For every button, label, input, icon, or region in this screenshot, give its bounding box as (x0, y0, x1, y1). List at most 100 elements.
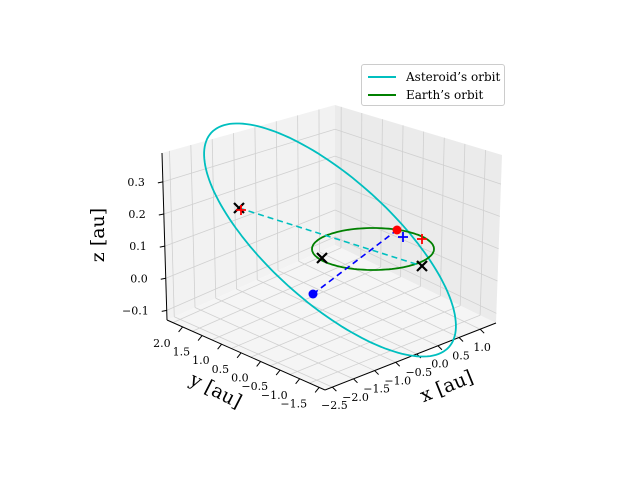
floor-pane (167, 245, 496, 390)
grid-line-y-floor (309, 314, 481, 384)
grid-line-x-floor (174, 316, 333, 388)
orbit-curves (203, 122, 457, 358)
grid-line-x-floor (319, 251, 481, 330)
grid-line-z-left (165, 209, 336, 279)
grid-line-x-floor (236, 288, 396, 363)
grid-line-x-wall (169, 150, 175, 317)
grid-line-x-floor (298, 260, 460, 338)
legend: Asteroid’s orbit Earth’s orbit (361, 64, 505, 106)
grid-line-y-floor (211, 266, 381, 341)
node-line-dashed (238, 207, 423, 267)
x-tick-label: −0.5 (405, 366, 432, 379)
y-tick-mark (275, 369, 281, 376)
axis-ticks: −0.10.00.10.20.3−1.5−1.0−0.50.00.51.01.5… (122, 176, 491, 412)
x-tick-label: −2.5 (321, 399, 348, 412)
z-tick-label: −0.1 (122, 304, 149, 317)
node-x-marker (416, 260, 428, 272)
node-plus-marker (236, 205, 246, 215)
y-tick-label: 2.0 (153, 337, 171, 350)
z-axis-label: z [au] (87, 208, 109, 262)
z-tick-mark (157, 181, 163, 184)
grid-line-x-floor (194, 307, 354, 380)
y-tick-mark (256, 361, 262, 367)
z-tick-mark (159, 245, 165, 248)
z-tick-mark (158, 213, 164, 216)
x-tick-label: 1.0 (473, 341, 491, 354)
x-tick-label: −1.0 (384, 374, 411, 387)
grid-line-y-floor (289, 305, 461, 375)
earth-plus-marker (417, 234, 427, 244)
grid-line-z-right (334, 236, 497, 314)
y-tick-mark (197, 335, 203, 341)
y-tick-label: −0.5 (241, 380, 268, 393)
grid-line-z-right (334, 128, 502, 185)
x-tick-mark (353, 378, 358, 384)
back-left-pane (162, 105, 335, 320)
y-axis-line (166, 319, 326, 391)
grid-line-y-wall (479, 150, 486, 316)
x-tick-mark (437, 345, 443, 351)
y-tick-label: 1.0 (192, 354, 210, 367)
grid-line-z-right (334, 209, 498, 282)
x-tick-label: 0.5 (452, 349, 470, 362)
y-tick-label: −1.0 (261, 389, 288, 402)
y-tick-label: 0.5 (212, 363, 230, 376)
y-tick-mark (178, 326, 183, 333)
earth-position-dot (392, 225, 402, 235)
z-tick-mark (160, 277, 166, 280)
grid-line-y-wall (420, 131, 425, 287)
earth-orbit-line (311, 227, 435, 271)
grid-line-y-floor (231, 276, 401, 349)
y-tick-mark (314, 387, 320, 393)
x-tick-mark (395, 361, 401, 367)
grid-line-z-left (163, 155, 336, 215)
x-tick-mark (479, 328, 485, 334)
legend-swatch-asteroid (368, 76, 396, 78)
z-axis-line (161, 152, 168, 321)
grid-line-x-floor (277, 270, 439, 347)
y-tick-mark (295, 378, 301, 385)
legend-swatch-earth (368, 94, 396, 96)
grid-line-z-left (166, 236, 336, 311)
node-x-marker (233, 202, 245, 214)
z-tick-label: 0.0 (130, 272, 148, 285)
grid-line-x-wall (275, 121, 279, 271)
legend-item-asteroid: Asteroid’s orbit (368, 68, 500, 86)
grid-line-y-wall (439, 137, 445, 297)
grid-line-x-wall (211, 139, 217, 299)
x-tick-mark (374, 370, 379, 375)
z-tick-label: 0.1 (129, 240, 147, 253)
back-right-pane (335, 105, 502, 323)
grid-line-x-floor (257, 279, 418, 355)
grid-line-y-wall (400, 125, 404, 277)
z-tick-label: 0.2 (128, 208, 146, 221)
node-x-marker (316, 252, 328, 264)
grid-line-y-floor (172, 247, 342, 323)
grid-line-y-floor (192, 257, 361, 332)
grid-line-x-wall (297, 115, 300, 262)
x-tick-mark (332, 386, 337, 392)
y-tick-label: 1.5 (173, 346, 191, 359)
grid-line-z-left (164, 182, 336, 247)
position-markers (233, 202, 428, 299)
legend-item-earth: Earth’s orbit (368, 86, 483, 104)
grid-line-z-right (334, 182, 499, 250)
position-line-dashed (312, 229, 398, 295)
asteroid-plus-marker (398, 232, 408, 242)
asteroid-position-dot (308, 289, 318, 299)
grid-line-y-floor (270, 295, 441, 367)
z-tick-label: 0.3 (127, 176, 145, 189)
y-tick-mark (236, 352, 242, 359)
x-tick-label: −2.0 (342, 391, 369, 404)
grid-line-z-right (334, 155, 500, 217)
grid-line-x-wall (190, 144, 196, 308)
y-tick-label: −1.5 (280, 397, 307, 410)
y-tick-label: 0.0 (231, 371, 249, 384)
asteroid-orbit-line (203, 122, 457, 358)
y-tick-mark (217, 343, 223, 350)
x-tick-label: 0.0 (431, 358, 449, 371)
grid-line-y-wall (459, 143, 466, 306)
x-tick-mark (458, 337, 464, 342)
grid-line-x-floor (215, 297, 375, 371)
